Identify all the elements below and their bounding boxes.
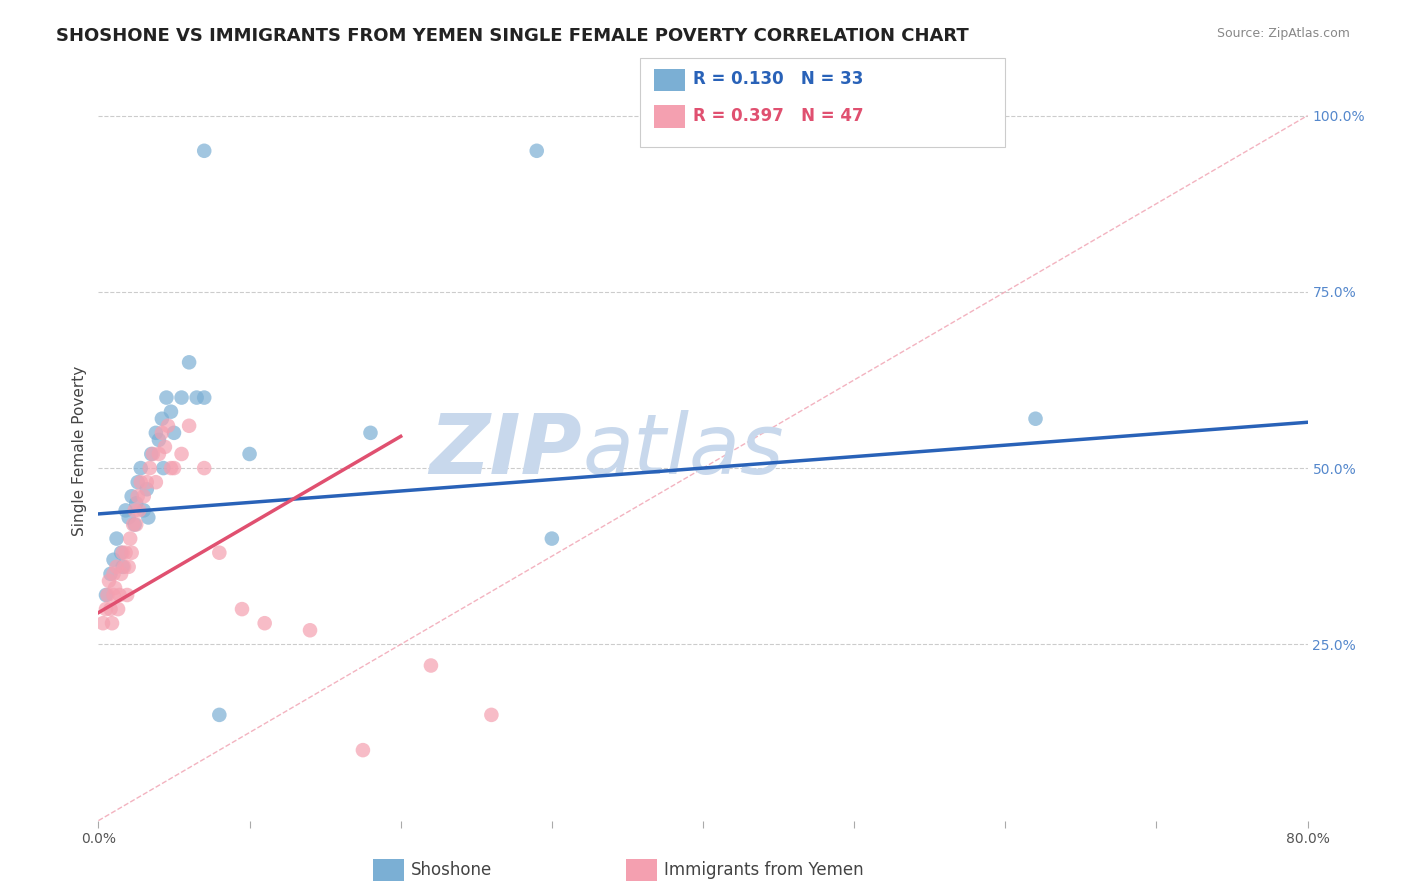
Point (208, 707, 231, 722)
Point (299, 624, 322, 638)
Point (170, 447, 193, 461)
Point (163, 425, 186, 440)
Point (148, 433, 170, 447)
Point (124, 517, 146, 532)
Point (132, 489, 155, 503)
Point (148, 447, 170, 461)
Point (127, 489, 149, 503)
Point (141, 447, 163, 461)
Text: R = 0.130   N = 33: R = 0.130 N = 33 (693, 70, 863, 88)
Point (152, 461, 174, 475)
Point (132, 503, 155, 517)
Text: Shoshone: Shoshone (411, 861, 492, 879)
Point (112, 559, 135, 574)
Point (160, 405, 183, 419)
Point (420, 658, 443, 673)
Point (129, 475, 152, 490)
Text: R = 0.397   N = 47: R = 0.397 N = 47 (693, 107, 863, 125)
Point (115, 588, 138, 602)
Point (163, 461, 186, 475)
Point (160, 461, 183, 475)
Point (155, 391, 177, 405)
Point (128, 503, 150, 517)
Point (103, 588, 125, 602)
Point (239, 447, 262, 461)
Point (91, 616, 114, 631)
Point (94, 588, 117, 602)
Point (145, 475, 167, 490)
Point (107, 602, 129, 616)
Point (156, 418, 179, 433)
Point (127, 475, 149, 490)
Point (100, 566, 122, 581)
Point (170, 391, 193, 405)
Point (193, 391, 215, 405)
Point (120, 532, 142, 546)
Point (150, 425, 173, 440)
Point (118, 510, 141, 524)
Point (193, 461, 215, 475)
Point (122, 517, 145, 532)
Point (186, 391, 208, 405)
Point (481, 707, 503, 722)
Point (105, 532, 128, 546)
Text: Source: ZipAtlas.com: Source: ZipAtlas.com (1216, 27, 1350, 40)
Point (121, 546, 143, 560)
Point (101, 616, 124, 631)
Point (352, 743, 374, 757)
Point (526, 144, 548, 158)
Point (135, 482, 157, 496)
Point (114, 503, 136, 517)
Point (105, 559, 128, 574)
Point (135, 475, 157, 490)
Point (179, 355, 201, 369)
Point (111, 559, 134, 574)
Text: Immigrants from Yemen: Immigrants from Yemen (664, 861, 863, 879)
Point (110, 546, 132, 560)
Point (540, 532, 562, 546)
Point (108, 588, 131, 602)
Point (111, 546, 134, 560)
Point (124, 503, 146, 517)
Point (125, 496, 148, 510)
Point (129, 461, 152, 475)
Text: SHOSHONE VS IMMIGRANTS FROM YEMEN SINGLE FEMALE POVERTY CORRELATION CHART: SHOSHONE VS IMMIGRANTS FROM YEMEN SINGLE… (56, 27, 969, 45)
Point (110, 566, 132, 581)
Point (1024, 411, 1046, 425)
Point (142, 447, 165, 461)
Point (104, 581, 127, 595)
Text: atlas: atlas (582, 410, 783, 491)
Point (96, 588, 118, 602)
Point (193, 144, 215, 158)
Point (94, 602, 117, 616)
Point (139, 461, 162, 475)
Y-axis label: Single Female Poverty: Single Female Poverty (72, 366, 87, 535)
Point (98, 574, 121, 588)
Text: ZIP: ZIP (429, 410, 582, 491)
Point (103, 566, 125, 581)
Point (136, 510, 159, 524)
Point (100, 602, 122, 616)
Point (208, 546, 231, 560)
Point (150, 411, 173, 425)
Point (118, 559, 141, 574)
Point (153, 440, 176, 454)
Point (179, 418, 201, 433)
Point (145, 425, 167, 440)
Point (231, 602, 253, 616)
Point (121, 489, 143, 503)
Point (253, 616, 276, 631)
Point (360, 425, 382, 440)
Point (114, 546, 136, 560)
Point (103, 553, 125, 567)
Point (125, 517, 148, 532)
